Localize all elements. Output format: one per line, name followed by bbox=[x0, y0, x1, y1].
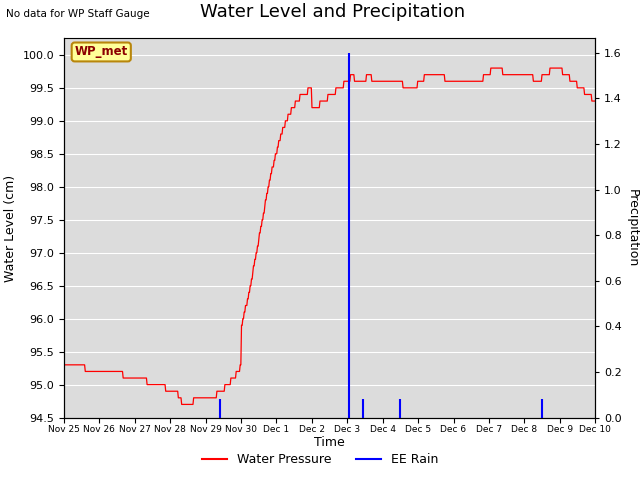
Water Pressure bbox=[464, 78, 472, 84]
Water Pressure bbox=[519, 72, 527, 78]
Water Pressure bbox=[178, 402, 186, 408]
Water Pressure bbox=[487, 65, 495, 71]
Text: WP_met: WP_met bbox=[75, 46, 128, 59]
X-axis label: Time: Time bbox=[314, 436, 345, 449]
Water Pressure bbox=[369, 78, 377, 84]
Line: Water Pressure: Water Pressure bbox=[64, 68, 595, 405]
Water Pressure bbox=[399, 85, 407, 91]
Water Pressure bbox=[93, 369, 100, 374]
Y-axis label: Precipitation: Precipitation bbox=[626, 189, 639, 267]
Legend: Water Pressure, EE Rain: Water Pressure, EE Rain bbox=[196, 448, 444, 471]
Water Pressure bbox=[60, 362, 68, 368]
Y-axis label: Water Level (cm): Water Level (cm) bbox=[4, 174, 17, 282]
Text: No data for WP Staff Gauge: No data for WP Staff Gauge bbox=[6, 9, 150, 19]
Water Pressure bbox=[591, 98, 599, 104]
Text: Water Level and Precipitation: Water Level and Precipitation bbox=[200, 3, 465, 21]
Water Pressure bbox=[383, 78, 391, 84]
